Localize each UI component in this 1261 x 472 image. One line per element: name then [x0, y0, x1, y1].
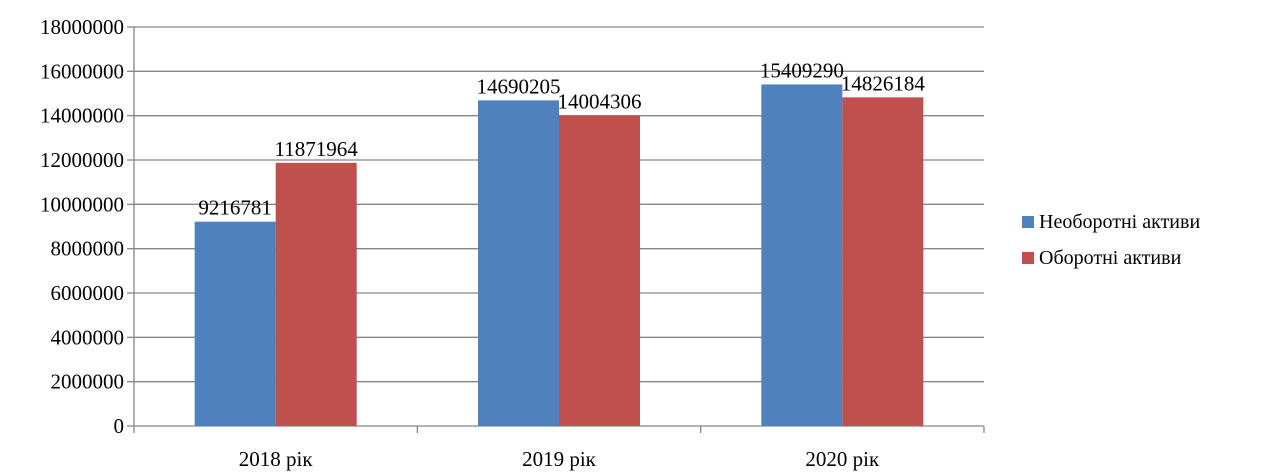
y-tick-label: 8000000 — [51, 237, 125, 261]
bar-series-2-3 — [842, 97, 924, 427]
data-label-series-1-1: 9216781 — [198, 196, 272, 220]
y-tick-label: 16000000 — [40, 59, 124, 83]
bar-series-1-3 — [761, 84, 843, 427]
data-label-series-2-3: 14826184 — [841, 71, 926, 95]
legend: Необоротні активи Оборотні активи — [1022, 204, 1258, 276]
legend-label-series-1: Необоротні активи — [1039, 210, 1201, 233]
y-tick-label: 2000000 — [51, 370, 125, 394]
data-label-series-2-1: 11871964 — [275, 137, 359, 161]
y-tick-label: 18000000 — [40, 15, 124, 39]
bar-series-1-1 — [194, 221, 276, 426]
y-tick-label: 4000000 — [51, 325, 125, 349]
data-label-series-1-2: 14690205 — [477, 74, 561, 98]
y-tick-label: 12000000 — [40, 148, 124, 172]
data-label-series-2-2: 14004306 — [558, 90, 642, 114]
x-tick-label: 2018 рік — [239, 447, 314, 471]
y-tick-label: 0 — [114, 414, 125, 438]
legend-swatch-series-2 — [1022, 252, 1034, 264]
x-tick-label: 2020 рік — [805, 447, 880, 471]
bar-series-1-2 — [478, 100, 559, 426]
y-tick-label: 14000000 — [40, 104, 124, 128]
data-label-series-1-3: 15409290 — [760, 58, 844, 82]
y-tick-label: 10000000 — [40, 192, 124, 216]
legend-label-series-2: Оборотні активи — [1039, 246, 1182, 269]
bar-series-2-1 — [275, 162, 357, 426]
legend-item-series-1: Необоротні активи — [1022, 204, 1258, 240]
bar-series-2-2 — [559, 115, 640, 426]
legend-item-series-2: Оборотні активи — [1022, 240, 1258, 276]
x-tick-label: 2019 рік — [522, 447, 597, 471]
legend-swatch-series-1 — [1022, 216, 1034, 228]
y-tick-label: 6000000 — [51, 281, 125, 305]
